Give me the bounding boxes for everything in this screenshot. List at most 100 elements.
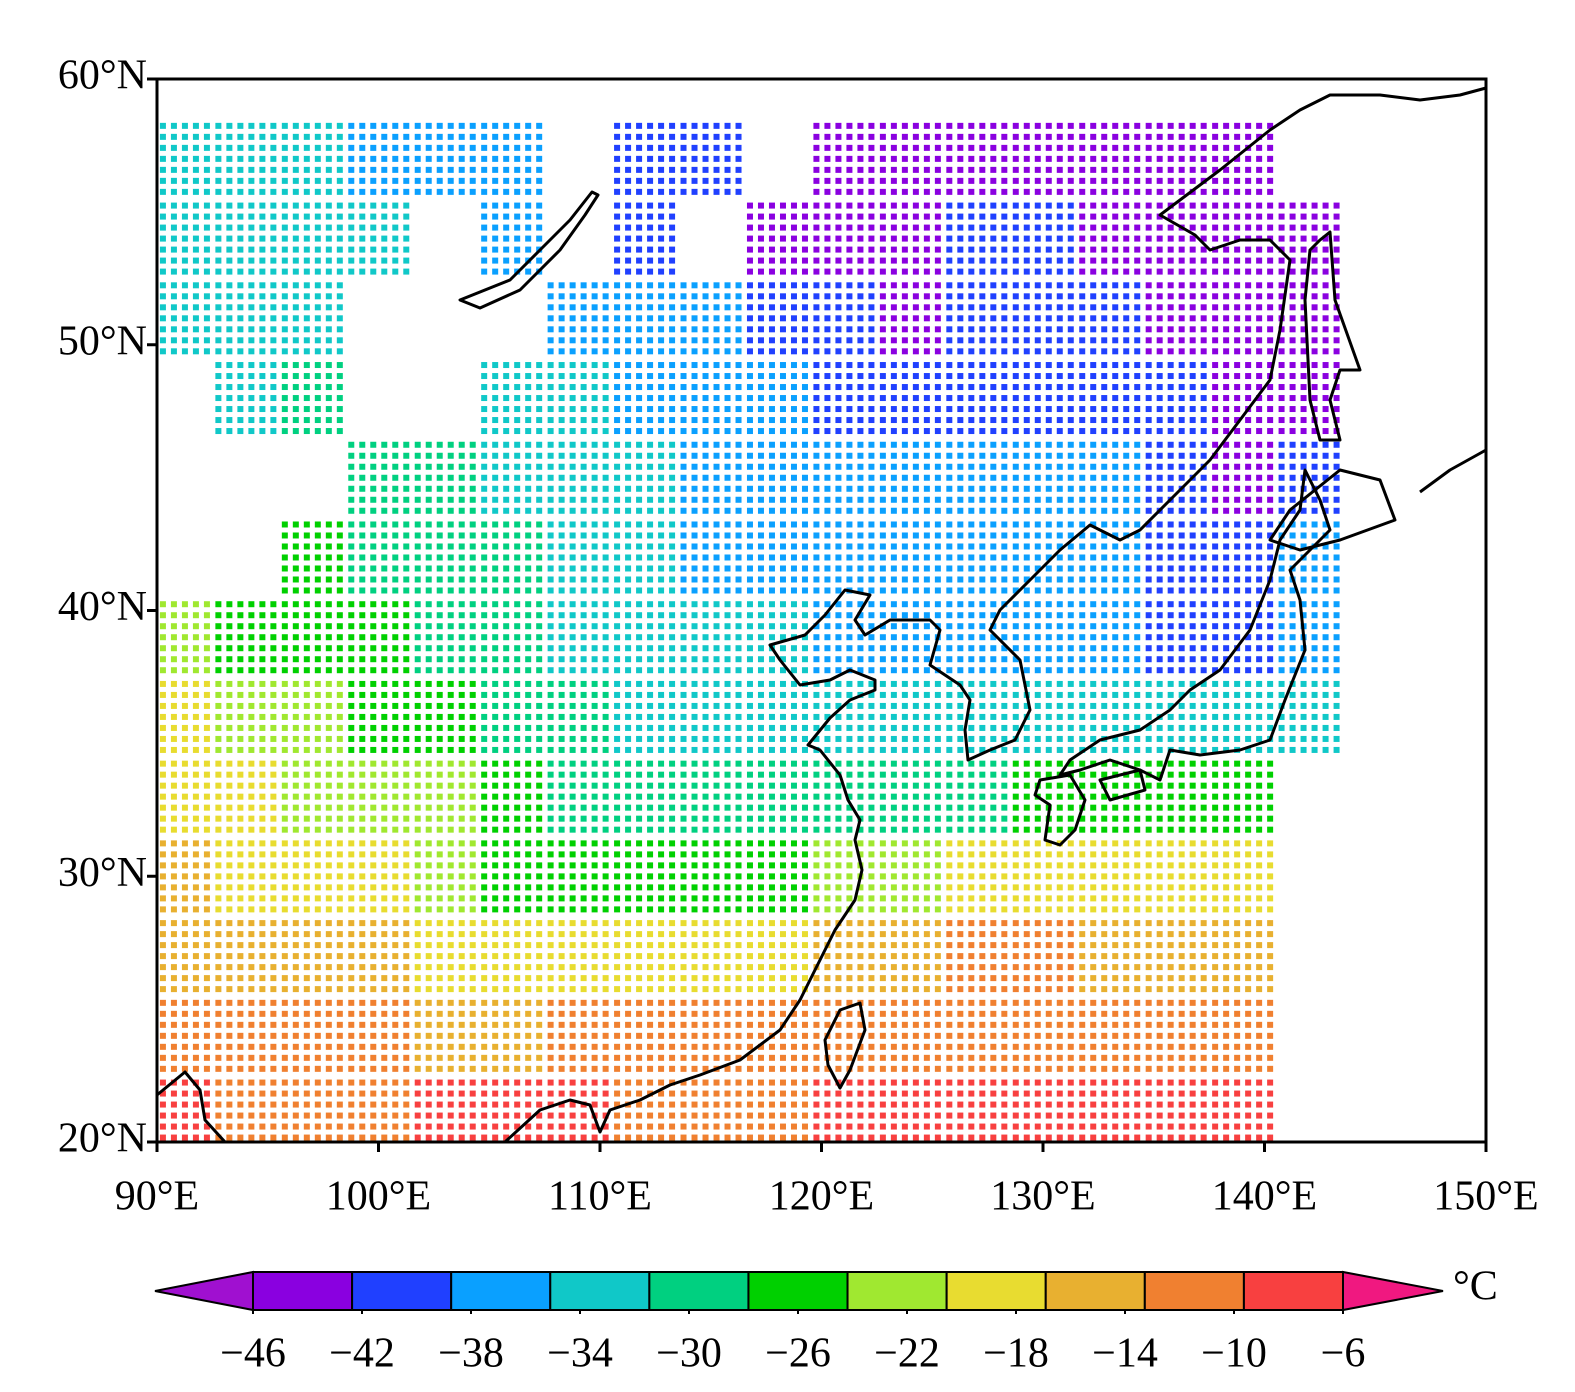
data-dot (735, 293, 742, 300)
data-dot (1045, 384, 1052, 391)
data-dot (203, 623, 210, 630)
data-dot (1067, 395, 1074, 402)
data-dot (525, 202, 532, 209)
data-dot (292, 406, 299, 413)
data-dot (1079, 576, 1086, 583)
data-dot (403, 474, 410, 481)
data-dot (625, 348, 632, 355)
data-dot (680, 177, 687, 184)
data-dot (170, 645, 177, 652)
data-dot (348, 680, 355, 687)
data-dot (403, 576, 410, 583)
data-dot (614, 326, 621, 333)
data-dot (1090, 268, 1097, 275)
data-dot (625, 166, 632, 173)
data-dot (248, 268, 255, 275)
data-dot (801, 656, 808, 663)
data-dot (713, 177, 720, 184)
data-dot (336, 282, 343, 289)
data-dot (447, 667, 454, 674)
data-dot (1234, 166, 1241, 173)
data-dot (591, 485, 598, 492)
data-dot (192, 282, 199, 289)
data-dot (1090, 177, 1097, 184)
data-dot (170, 634, 177, 641)
data-dot (348, 623, 355, 630)
data-dot (1101, 406, 1108, 413)
data-dot (1067, 452, 1074, 459)
data-dot (591, 282, 598, 289)
data-dot (813, 485, 820, 492)
data-dot (1189, 304, 1196, 311)
data-dot (569, 485, 576, 492)
data-dot (957, 417, 964, 424)
data-dot (547, 362, 554, 369)
data-dot (602, 623, 609, 630)
data-dot (1189, 337, 1196, 344)
data-dot (990, 474, 997, 481)
data-dot (425, 452, 432, 459)
data-dot (514, 656, 521, 663)
data-dot (1079, 395, 1086, 402)
data-dot (1289, 521, 1296, 528)
data-dot (879, 268, 886, 275)
data-dot (325, 634, 332, 641)
data-dot (447, 155, 454, 162)
data-dot (1012, 282, 1019, 289)
data-dot (824, 565, 831, 572)
data-dot (1012, 601, 1019, 608)
data-dot (801, 746, 808, 753)
data-dot (614, 474, 621, 481)
data-dot (835, 315, 842, 322)
data-dot (779, 452, 786, 459)
data-dot (237, 384, 244, 391)
data-dot (325, 348, 332, 355)
data-dot (170, 746, 177, 753)
data-dot (1145, 326, 1152, 333)
data-dot (647, 155, 654, 162)
data-dot (1101, 417, 1108, 424)
data-dot (1067, 224, 1074, 231)
data-dot (614, 144, 621, 151)
data-dot (724, 362, 731, 369)
data-dot (1012, 373, 1019, 380)
data-dot (1289, 268, 1296, 275)
data-dot (492, 373, 499, 380)
data-dot (425, 188, 432, 195)
data-dot (1012, 496, 1019, 503)
data-dot (303, 384, 310, 391)
data-dot (614, 645, 621, 652)
data-dot (1178, 474, 1185, 481)
data-dot (658, 304, 665, 311)
data-dot (325, 133, 332, 140)
data-dot (890, 246, 897, 253)
data-dot (270, 735, 277, 742)
data-dot (1178, 373, 1185, 380)
data-dot (1079, 428, 1086, 435)
data-dot (1234, 507, 1241, 514)
data-dot (1079, 304, 1086, 311)
data-dot (990, 293, 997, 300)
data-dot (414, 463, 421, 470)
data-dot (1067, 188, 1074, 195)
data-dot (757, 326, 764, 333)
data-dot (1189, 282, 1196, 289)
data-dot (447, 724, 454, 731)
data-dot (691, 601, 698, 608)
data-dot (669, 645, 676, 652)
data-dot (768, 521, 775, 528)
data-dot (1001, 362, 1008, 369)
data-dot (1300, 293, 1307, 300)
data-dot (1278, 601, 1285, 608)
data-dot (503, 612, 510, 619)
data-dot (713, 122, 720, 129)
data-dot (990, 554, 997, 561)
data-dot (425, 656, 432, 663)
data-dot (314, 612, 321, 619)
data-dot (536, 667, 543, 674)
data-dot (481, 235, 488, 242)
data-dot (735, 133, 742, 140)
data-dot (614, 521, 621, 528)
data-dot (846, 623, 853, 630)
data-dot (614, 257, 621, 264)
